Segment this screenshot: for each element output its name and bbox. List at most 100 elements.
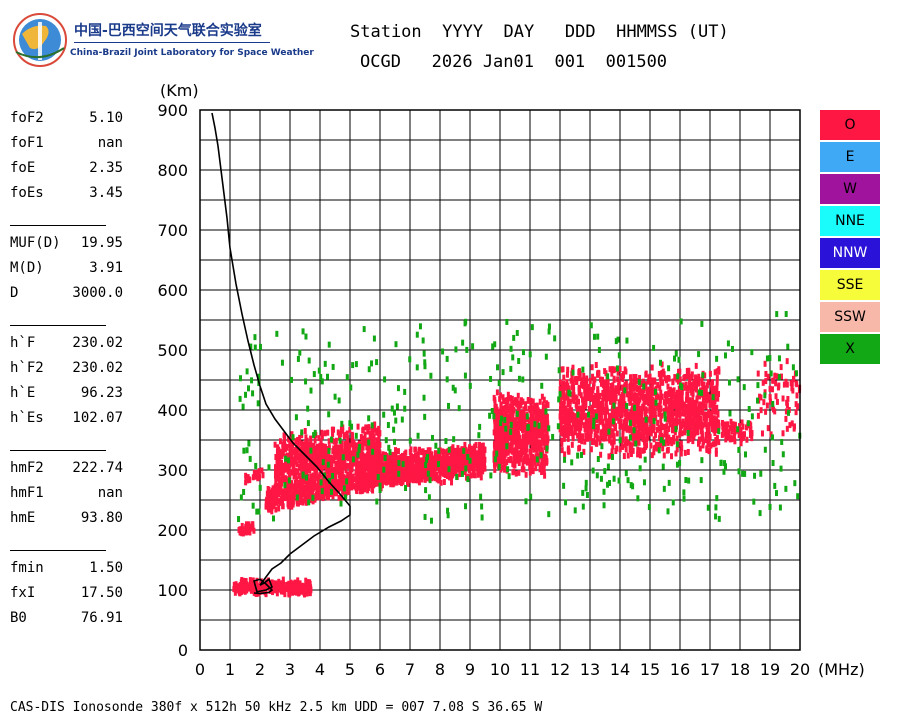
echo-point [497,452,501,459]
echo-point [705,382,709,389]
echo-point [245,477,249,484]
echo-point [500,409,504,416]
echo-point [302,484,306,491]
echo-point [355,480,359,487]
echo-point [359,465,363,472]
echo-point [341,488,345,495]
echo-point [349,480,353,487]
echo-point [715,374,719,381]
echo-point [240,526,244,533]
param-value: nan [97,135,123,151]
echo-point [339,477,343,484]
echo-point [584,412,588,419]
echo-point [388,476,392,483]
echo-point [318,442,322,449]
echo-point [389,472,393,479]
echo-point [247,521,251,528]
echo-point [611,387,615,394]
echo-point [450,450,454,457]
echo-point [716,395,720,402]
echo-point [248,529,252,536]
echo-point [769,431,773,438]
echo-point [251,474,255,481]
echo-point [532,445,536,452]
param-row: h`F2 230.02 [10,360,135,378]
echo-point [356,483,360,490]
echo-point [629,390,633,397]
echo-point [596,427,600,434]
echo-point [564,423,568,430]
echo-point [285,485,289,492]
param-divider [10,225,106,226]
echo-point [317,435,321,442]
echo-point [387,468,391,475]
echo-point [368,447,372,454]
echo-point [476,458,480,465]
echo-point [526,454,530,461]
echo-point [449,468,453,475]
echo-point [512,456,516,463]
echo-point [617,389,621,396]
echo-point [517,469,521,476]
echo-point [668,421,672,428]
echo-point [343,441,347,448]
echo-point [271,580,275,587]
echo-point [251,521,255,528]
echo-point [278,453,282,460]
param-value: 5.10 [89,110,123,126]
echo-point [529,439,533,446]
echo-point [597,402,601,409]
echo-point [644,407,648,414]
echo-point [536,429,540,436]
echo-point [242,577,246,584]
echo-point [305,447,309,454]
echo-point [598,418,602,425]
echo-point [541,419,545,426]
echo-point [686,437,690,444]
echo-point [610,448,614,455]
echo-point [493,410,497,417]
echo-point [649,386,653,393]
echo-point [424,466,428,473]
echo-point [583,438,587,445]
echo-point [621,436,625,443]
echo-point [624,368,628,375]
param-divider [10,325,106,326]
echo-point [407,461,411,468]
echo-point [571,379,575,386]
echo-point [290,494,294,501]
echo-point [289,499,293,506]
echo-point [394,468,398,475]
echo-point [562,374,566,381]
echo-point [530,421,534,428]
echo-point [401,470,405,477]
echo-point [294,584,298,591]
echo-point [526,458,530,465]
echo-point [506,391,510,398]
echo-point [574,378,578,385]
echo-point [701,396,705,403]
echo-point [392,480,396,487]
echo-point [645,420,649,427]
echo-point [573,429,577,436]
echo-point [280,480,284,487]
echo-point [311,443,315,450]
echo-point [726,433,730,440]
echo-point [498,408,502,415]
param-divider [10,550,106,551]
echo-point [583,392,587,399]
echo-point [243,581,247,588]
echo-point [657,370,661,377]
echo-point [690,410,694,417]
echo-point [644,381,648,388]
echo-point [361,462,365,469]
echo-point [602,435,606,442]
echo-point [629,451,633,458]
echo-point [302,489,306,496]
echo-point [542,458,546,465]
echo-point [281,472,285,479]
echo-point [342,460,346,467]
echo-point [245,528,249,535]
echo-point [632,393,636,400]
echo-point [244,472,248,479]
